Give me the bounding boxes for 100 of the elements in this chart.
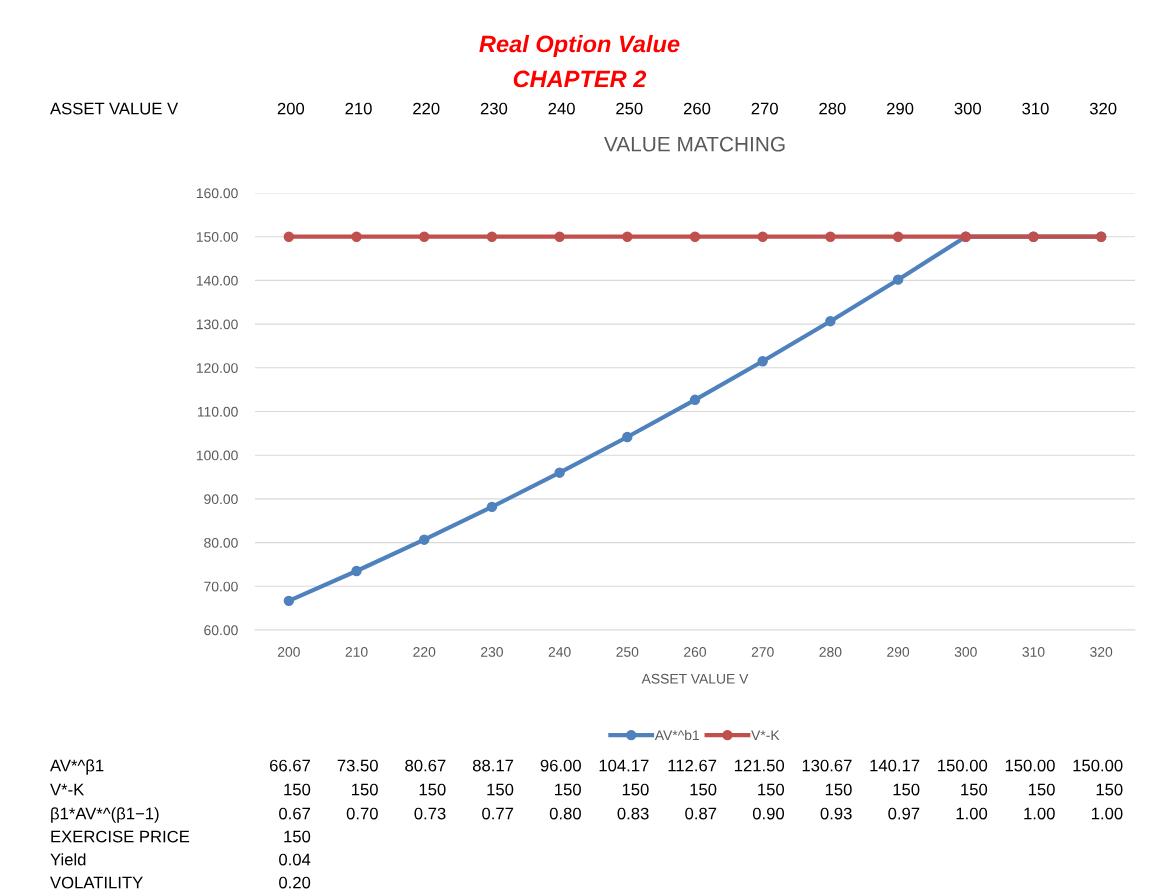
text: 0.73	[414, 807, 446, 820]
point	[351, 231, 362, 242]
data-label: 66.67	[269, 759, 311, 772]
x-tick-label: 240	[548, 647, 571, 657]
point	[757, 231, 768, 242]
text: 150	[284, 830, 311, 843]
data-label: 150	[690, 783, 717, 796]
category-label: 310	[1022, 102, 1049, 115]
point	[351, 565, 362, 577]
category-label: 280	[819, 102, 846, 115]
text: 0.04	[279, 853, 311, 866]
text: 0.87	[685, 807, 717, 820]
y-tick-label: 80.00	[204, 537, 238, 548]
point	[825, 315, 836, 327]
y-tick-label: 160.00	[196, 188, 238, 199]
text: AV*^β1	[50, 759, 104, 775]
data-label: 104.17	[599, 759, 649, 772]
text: 0.20	[279, 876, 311, 889]
text: 0.97	[888, 807, 920, 820]
category-label: 300	[954, 102, 982, 115]
category-label: 250	[616, 102, 643, 115]
data-label: 88.17	[472, 759, 514, 772]
legend-label: V*-K	[751, 730, 780, 740]
point	[825, 231, 836, 242]
category-label: 200	[277, 102, 305, 115]
data-label: 121.50	[734, 759, 785, 772]
data-label: 150	[893, 783, 920, 796]
x-tick-label: 320	[1090, 647, 1113, 657]
x-tick-label: 260	[684, 647, 707, 657]
text: Yield	[50, 853, 86, 866]
category-label: 320	[1089, 102, 1117, 115]
point	[554, 231, 565, 242]
text: β1*AV*^(β1−1)	[51, 807, 159, 823]
chart-title: VALUE MATCHING	[604, 136, 785, 152]
data-label: 150	[284, 783, 311, 796]
text: VOLATILITY	[50, 876, 143, 889]
text: 0.93	[820, 807, 852, 820]
x-tick-label: 230	[481, 647, 503, 657]
x-tick-label: 200	[277, 647, 300, 657]
data-label: 150.00	[1073, 759, 1123, 772]
data-label: 150	[758, 783, 785, 796]
y-tick-label: 90.00	[204, 494, 238, 505]
point	[554, 467, 565, 478]
data-label: 96.00	[540, 759, 581, 772]
category-label: 210	[345, 102, 372, 115]
category-label: 220	[413, 102, 440, 115]
text: CHAPTER 2	[513, 70, 647, 88]
point	[486, 501, 498, 513]
y-tick-label: 110.00	[197, 406, 238, 417]
data-label: 150	[622, 783, 649, 796]
category-label: 240	[548, 102, 575, 115]
data-label: 150	[352, 783, 378, 796]
point	[419, 231, 430, 242]
text: V*-K	[50, 783, 85, 796]
text: 0.77	[482, 807, 514, 820]
x-axis-title: ASSET VALUE V	[641, 673, 749, 684]
y-tick-label: 150.00	[196, 232, 238, 242]
data-label: 150	[487, 783, 514, 796]
data-label: 73.50	[337, 759, 378, 772]
data-label: 150.00	[938, 759, 988, 772]
data-label: 150	[555, 783, 581, 796]
data-label: 150	[419, 783, 446, 796]
legend-label: AV*^b1	[654, 729, 700, 741]
data-label: 150	[825, 783, 852, 796]
data-label: 150	[961, 783, 988, 796]
text: ASSET VALUE V	[50, 102, 179, 115]
text: 0.90	[752, 807, 785, 820]
category-label: 270	[751, 102, 778, 115]
point	[419, 534, 430, 545]
data-label: 140.17	[870, 759, 920, 772]
data-label: 130.67	[802, 759, 852, 772]
point	[757, 356, 768, 367]
point	[689, 394, 701, 406]
y-tick-label: 60.00	[204, 625, 238, 636]
data-label: 150	[1028, 783, 1055, 796]
category-label: 230	[480, 102, 508, 115]
data-label: 150	[1096, 783, 1123, 796]
text: EXERCISE PRICE	[51, 830, 190, 843]
y-tick-label: 70.00	[204, 581, 238, 592]
x-tick-label: 300	[954, 647, 977, 657]
x-tick-label: 310	[1022, 647, 1045, 657]
x-tick-label: 220	[413, 647, 436, 657]
text: 1.00	[956, 807, 988, 820]
x-tick-label: 280	[819, 647, 842, 657]
point	[622, 431, 633, 443]
point	[486, 231, 498, 242]
x-tick-label: 210	[345, 647, 368, 657]
point	[622, 231, 633, 242]
point	[892, 231, 904, 242]
point	[689, 231, 701, 242]
x-tick-label: 250	[616, 647, 639, 657]
data-label: 80.67	[405, 759, 446, 772]
point	[283, 231, 295, 242]
y-tick-label: 140.00	[196, 275, 238, 286]
y-tick-label: 120.00	[196, 363, 238, 373]
y-tick-label: 100.00	[196, 450, 238, 461]
data-label: 112.67	[668, 759, 717, 772]
text: 0.80	[549, 807, 581, 820]
point	[892, 274, 904, 285]
text: 1.00	[1024, 807, 1055, 820]
